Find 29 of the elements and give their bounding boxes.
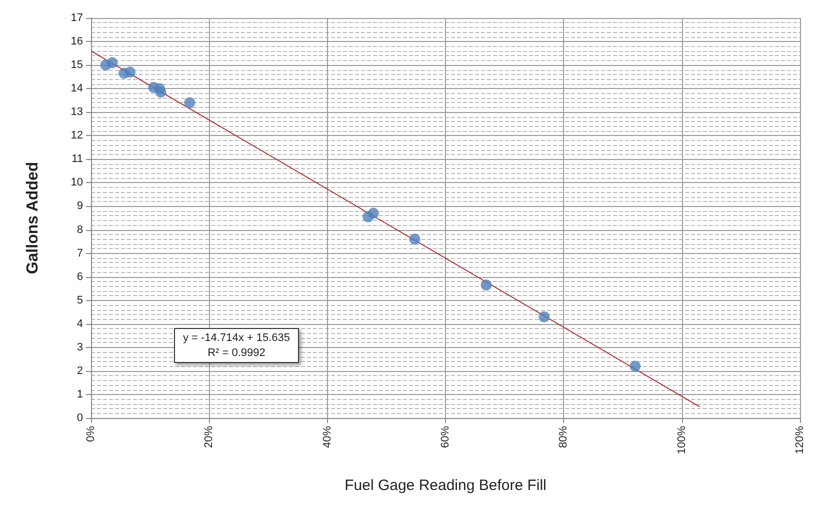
x-tick-label: 80% xyxy=(558,426,570,448)
y-tick-label: 6 xyxy=(76,270,83,283)
x-axis-title: Fuel Gage Reading Before Fill xyxy=(344,477,546,494)
x-tick-label: 20% xyxy=(203,426,216,448)
y-tick-label: 11 xyxy=(72,153,83,166)
x-tick-label: 40% xyxy=(321,426,334,448)
y-tick-label: 14 xyxy=(70,82,83,95)
y-tick-label: 2 xyxy=(76,364,83,377)
y-tick-label: 5 xyxy=(76,294,83,306)
y-tick-label: 17 xyxy=(70,12,83,24)
annotation: y = -14.714x + 15.635 xyxy=(182,332,290,344)
y-tick-label: 10 xyxy=(70,176,83,189)
y-tick-label: 16 xyxy=(70,36,83,48)
y-axis-title: Gallons Added xyxy=(24,162,42,274)
x-tick-label: 100% xyxy=(676,426,688,454)
y-tick-label: 9 xyxy=(76,200,83,212)
y-tick-label: 3 xyxy=(76,341,83,354)
y-tick-label: 1 xyxy=(76,388,83,400)
y-tick-label: 12 xyxy=(70,130,83,142)
y-tick-label: 13 xyxy=(70,106,83,118)
y-tick-label: 0 xyxy=(76,412,83,424)
y-tick-label: 7 xyxy=(76,247,83,260)
x-tick-label: 0% xyxy=(85,426,97,442)
y-tick-label: 4 xyxy=(76,318,83,330)
x-tick-label: 60% xyxy=(440,426,452,448)
y-tick-label: 8 xyxy=(76,224,83,236)
annotation: R² = 0.9992 xyxy=(208,347,266,359)
y-tick-label: 15 xyxy=(70,59,83,72)
x-tick-label: 120% xyxy=(794,426,806,454)
